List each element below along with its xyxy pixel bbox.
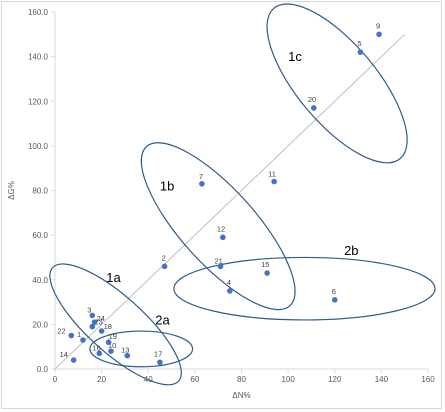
data-point-label-3: 3	[87, 305, 91, 314]
x-tick-label: 120	[328, 375, 342, 384]
data-point-label-1: 1	[77, 330, 81, 339]
data-point-label-6: 6	[332, 287, 336, 296]
data-point-20	[310, 105, 317, 111]
identity-reference-line	[54, 33, 406, 370]
data-point-label-18: 18	[104, 322, 112, 331]
data-point-12	[220, 234, 226, 241]
data-point-7	[199, 181, 205, 187]
y-tick-label: 160.0	[28, 8, 49, 17]
x-tick-label: 0	[53, 375, 58, 384]
group-label-2b: 2b	[344, 243, 358, 258]
data-point-label-20: 20	[308, 95, 316, 104]
data-point-label-13: 13	[121, 346, 129, 355]
data-point-label-17: 17	[154, 349, 162, 358]
x-tick-label: 100	[281, 375, 295, 384]
x-axis-title: ΔN%	[232, 391, 250, 400]
data-point-1	[80, 337, 86, 343]
y-tick-label: 40.0	[32, 276, 48, 285]
data-point-18	[98, 328, 105, 334]
data-point-2	[161, 263, 168, 270]
data-point-24	[91, 319, 98, 325]
data-point-14	[70, 357, 77, 363]
group-label-1c: 1c	[288, 49, 302, 64]
y-tick-label: 100.0	[28, 142, 49, 151]
y-tick-label: 60.0	[32, 231, 48, 240]
y-axis-title: ΔG%	[7, 181, 16, 200]
group-label-2a: 2a	[155, 312, 170, 327]
x-tick-label: 20	[97, 375, 106, 384]
data-point-label-14: 14	[60, 350, 68, 359]
group-ellipse-2a	[89, 330, 194, 368]
data-point-label-5: 5	[357, 39, 361, 48]
x-tick-label: 60	[190, 375, 199, 384]
group-ellipse-1c	[266, 3, 408, 164]
data-point-label-15: 15	[261, 260, 269, 269]
group-ellipse-1b	[140, 142, 296, 311]
y-tick-label: 120.0	[28, 97, 49, 106]
group-label-1a: 1a	[106, 270, 121, 285]
y-tick-label: 80.0	[32, 187, 48, 196]
data-point-label-11: 11	[268, 170, 276, 179]
data-point-label-19: 19	[109, 332, 117, 341]
data-point-6	[331, 297, 338, 303]
x-tick-label: 140	[375, 375, 389, 384]
data-point-label-21: 21	[215, 256, 223, 265]
data-point-15	[264, 270, 270, 276]
x-tick-label: 80	[237, 375, 246, 384]
data-point-label-10: 10	[108, 341, 116, 350]
data-point-label-24: 24	[97, 314, 105, 323]
y-tick-label: 20.0	[32, 320, 48, 329]
data-point-21	[217, 263, 224, 270]
data-point-13	[124, 352, 131, 359]
y-tick-label: 140.0	[28, 53, 49, 62]
data-point-9	[376, 31, 382, 38]
data-point-label-23: 23	[94, 318, 102, 327]
data-point-label-9: 9	[376, 21, 380, 30]
data-point-4	[227, 288, 233, 294]
group-ellipse-2b	[173, 256, 436, 321]
data-point-3	[89, 312, 96, 319]
data-point-label-22: 22	[57, 327, 65, 336]
data-point-label-2: 2	[162, 253, 166, 262]
data-point-16	[96, 350, 103, 357]
group-label-1b: 1b	[160, 179, 174, 194]
data-point-11	[271, 178, 277, 185]
data-point-22	[68, 332, 75, 339]
data-point-17	[157, 359, 163, 366]
data-point-label-7: 7	[199, 172, 203, 181]
data-point-23	[89, 323, 96, 330]
data-point-label-4: 4	[227, 278, 231, 287]
data-point-5	[357, 49, 364, 55]
data-point-10	[108, 348, 114, 354]
group-ellipse-1a	[49, 263, 182, 386]
data-point-19	[105, 339, 112, 346]
data-point-label-16: 16	[92, 343, 100, 352]
x-tick-label: 160	[421, 375, 435, 384]
data-point-label-12: 12	[217, 224, 225, 233]
y-tick-label: 0.0	[37, 365, 49, 374]
